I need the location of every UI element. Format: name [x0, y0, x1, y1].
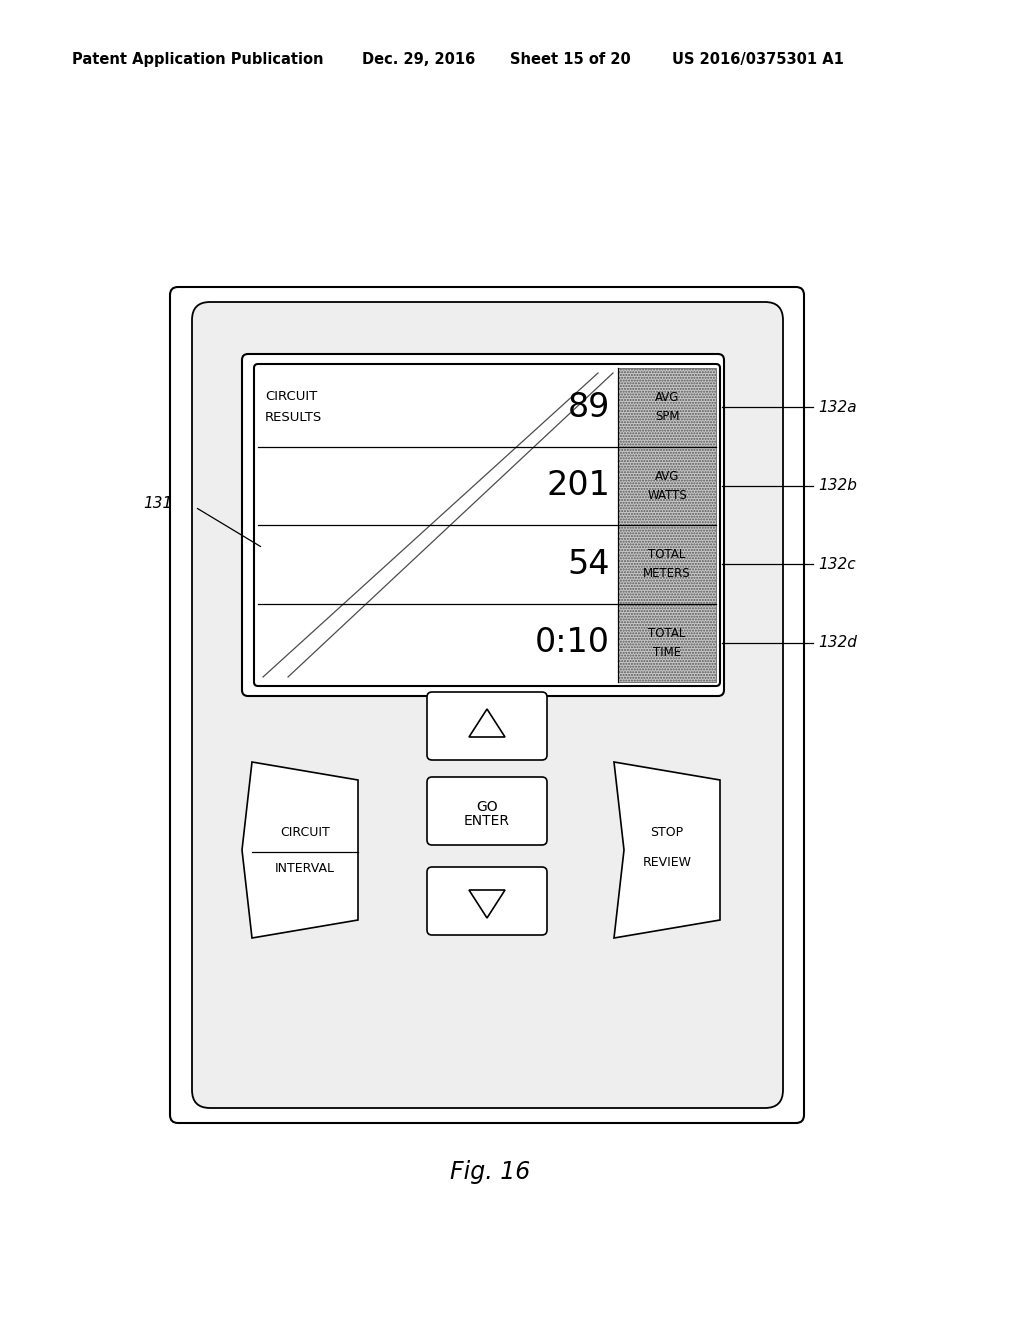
Text: 201: 201: [546, 469, 610, 502]
Text: 0:10: 0:10: [535, 626, 610, 659]
Bar: [618, 525, 716, 603]
Text: Patent Application Publication: Patent Application Publication: [72, 51, 324, 67]
Text: TOTAL: TOTAL: [648, 548, 686, 561]
Text: AVG: AVG: [654, 470, 679, 483]
FancyBboxPatch shape: [427, 867, 547, 935]
Polygon shape: [242, 762, 358, 939]
Text: WATTS: WATTS: [647, 488, 687, 502]
FancyBboxPatch shape: [193, 302, 783, 1107]
Text: SPM: SPM: [654, 411, 679, 424]
FancyBboxPatch shape: [427, 692, 547, 760]
Text: ENTER: ENTER: [464, 814, 510, 828]
Text: Dec. 29, 2016: Dec. 29, 2016: [362, 51, 475, 67]
FancyBboxPatch shape: [427, 777, 547, 845]
Text: Fig. 16: Fig. 16: [450, 1160, 530, 1184]
Text: 132d: 132d: [818, 635, 857, 651]
FancyBboxPatch shape: [242, 354, 724, 696]
Text: METERS: METERS: [643, 568, 691, 581]
Bar: [618, 368, 716, 446]
Polygon shape: [469, 709, 505, 737]
Bar: [618, 446, 716, 525]
Text: CIRCUIT: CIRCUIT: [265, 391, 317, 403]
Text: US 2016/0375301 A1: US 2016/0375301 A1: [672, 51, 844, 67]
Text: STOP: STOP: [650, 825, 684, 838]
Text: 54: 54: [567, 548, 610, 581]
Text: TIME: TIME: [653, 645, 681, 659]
Polygon shape: [614, 762, 720, 939]
Text: 131: 131: [142, 495, 172, 511]
Text: RESULTS: RESULTS: [265, 412, 323, 424]
Bar: [618, 603, 716, 682]
Text: CIRCUIT: CIRCUIT: [281, 825, 330, 838]
Text: Sheet 15 of 20: Sheet 15 of 20: [510, 51, 631, 67]
Text: INTERVAL: INTERVAL: [275, 862, 335, 874]
Text: AVG: AVG: [654, 391, 679, 404]
Text: 132c: 132c: [818, 557, 856, 572]
Polygon shape: [469, 890, 505, 917]
Text: 132b: 132b: [818, 478, 857, 494]
Text: GO: GO: [476, 800, 498, 814]
Text: REVIEW: REVIEW: [642, 855, 691, 869]
Text: 89: 89: [567, 391, 610, 424]
FancyBboxPatch shape: [170, 286, 804, 1123]
Text: TOTAL: TOTAL: [648, 627, 686, 640]
Text: 132a: 132a: [818, 400, 857, 414]
